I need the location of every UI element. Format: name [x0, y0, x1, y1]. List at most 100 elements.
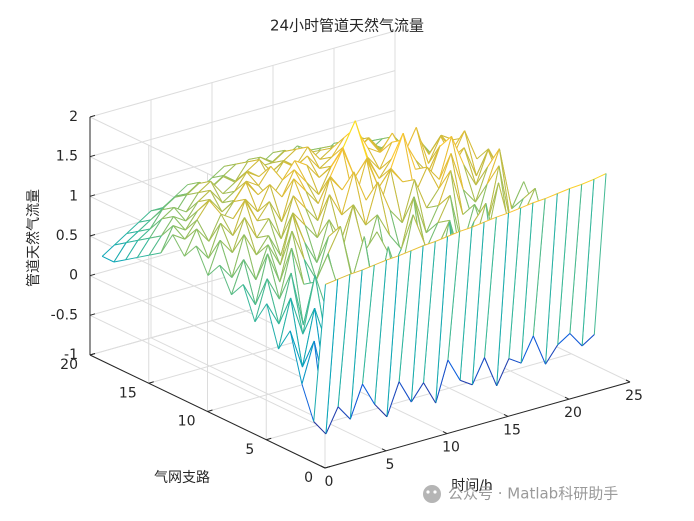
mesh-edge	[278, 330, 291, 350]
mesh-face	[464, 147, 489, 186]
mesh-edge	[464, 130, 478, 160]
mesh-edge	[254, 253, 269, 305]
mesh-face	[451, 147, 476, 186]
mesh-edge	[266, 278, 280, 325]
mesh-edge	[319, 156, 333, 169]
mesh-edge	[328, 226, 341, 237]
mesh-edge	[293, 178, 307, 209]
mesh-edge	[315, 236, 330, 280]
mesh-edge	[389, 234, 402, 250]
mesh-face	[426, 195, 451, 233]
mesh-face	[279, 231, 304, 285]
mesh-edge	[451, 136, 464, 190]
mesh-face	[508, 202, 533, 364]
mesh-edge	[378, 167, 392, 179]
mesh-edge	[306, 164, 320, 178]
mesh-edge	[294, 160, 307, 183]
mesh-edge	[463, 147, 477, 177]
mesh-edge	[281, 178, 295, 223]
mesh-edge	[412, 214, 426, 245]
mesh-edge	[268, 235, 281, 266]
mesh-face	[212, 164, 236, 178]
mesh-face	[232, 200, 257, 238]
mesh-edge	[377, 181, 391, 236]
mesh-edge	[101, 255, 115, 263]
mesh-edge	[486, 165, 500, 185]
mesh-edge	[305, 207, 319, 222]
watermark: 公众号 · Matlab科研助手	[423, 485, 618, 503]
mesh-face	[172, 229, 197, 257]
watermark-icon-eye	[433, 490, 437, 494]
mesh-face	[184, 219, 209, 242]
mesh-face	[113, 240, 138, 263]
mesh-edge	[289, 330, 303, 385]
mesh-edge	[220, 213, 234, 220]
mesh-edge	[428, 136, 442, 155]
mesh-face	[223, 161, 248, 182]
mesh-edge	[464, 130, 477, 177]
mesh-edge	[569, 184, 583, 334]
mesh-edge	[337, 406, 351, 420]
z-tick	[89, 234, 96, 237]
mesh-face	[367, 142, 392, 170]
mesh-face	[184, 229, 209, 259]
mesh-face	[254, 278, 279, 325]
mesh-edge	[219, 264, 233, 279]
mesh-edge	[471, 221, 485, 228]
mesh-edge	[197, 189, 211, 203]
mesh-face	[243, 253, 268, 305]
mesh-edge	[291, 248, 304, 326]
mesh-edge	[196, 200, 210, 221]
mesh-face	[207, 240, 232, 278]
mesh-edge	[186, 192, 199, 196]
mesh-edge	[302, 275, 316, 335]
mesh-edge	[321, 145, 334, 149]
mesh-face	[256, 218, 281, 256]
mesh-face	[161, 216, 186, 236]
mesh-edge	[438, 170, 452, 189]
mesh-edge	[379, 132, 393, 153]
mesh-edge	[435, 359, 449, 404]
mesh-face	[244, 217, 269, 255]
mesh-edge	[483, 216, 497, 223]
mesh-face	[416, 134, 441, 164]
mesh-face	[329, 171, 354, 215]
mesh-face	[295, 156, 320, 178]
mesh-edge	[220, 213, 234, 236]
mesh-edge	[487, 148, 500, 168]
mesh-edge	[327, 226, 341, 254]
mesh-edge	[325, 278, 338, 285]
x-axis-label: 时间/h	[451, 478, 493, 494]
mesh-face	[325, 274, 350, 434]
mesh-face	[269, 195, 294, 239]
mesh-edge	[210, 180, 224, 195]
mesh-edge	[370, 138, 383, 142]
mesh-face	[399, 245, 424, 402]
mesh-edge	[219, 239, 233, 254]
mesh-edge	[319, 165, 332, 169]
mesh-face	[451, 136, 476, 203]
mesh-edge	[185, 219, 198, 231]
y-tick	[207, 409, 213, 412]
mesh-edge	[450, 153, 464, 190]
mesh-face	[280, 214, 305, 266]
mesh-face	[243, 278, 268, 322]
mesh-face	[126, 219, 151, 234]
mesh-edge	[365, 214, 378, 226]
mesh-face	[414, 196, 438, 250]
mesh-edge	[581, 178, 595, 185]
mesh-face	[365, 182, 390, 236]
mesh-edge	[233, 198, 246, 203]
mesh-edge	[114, 233, 127, 246]
mesh-face	[317, 177, 342, 221]
mesh-edge	[149, 218, 163, 230]
z-tick-label: -1	[64, 347, 78, 363]
mesh-face	[390, 196, 414, 256]
mesh-face	[245, 200, 269, 238]
mesh-edge	[447, 231, 460, 237]
mesh-edge	[255, 244, 269, 281]
mesh-edge	[379, 158, 392, 170]
mesh-edge	[183, 228, 198, 257]
mesh-edge	[293, 169, 307, 183]
